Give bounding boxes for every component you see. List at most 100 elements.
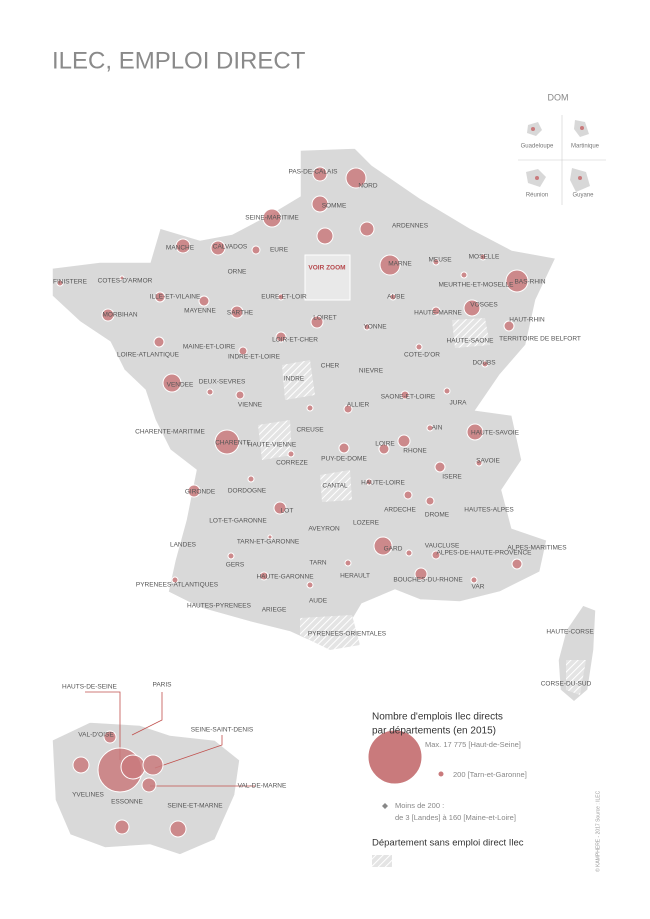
france bbox=[51, 147, 597, 703]
department-label: HAUTE-SAVOIE bbox=[471, 430, 520, 437]
department-label: TARN bbox=[309, 560, 327, 567]
bubble bbox=[363, 323, 371, 331]
bubble bbox=[162, 373, 182, 393]
department-label: COTE-D'OR bbox=[404, 352, 440, 359]
department-label: SOMME bbox=[322, 203, 347, 210]
department-label: MAYENNE bbox=[184, 308, 216, 315]
dom-title: DOM bbox=[548, 92, 569, 102]
bubble bbox=[310, 315, 324, 329]
dom-label: Guadeloupe bbox=[521, 144, 554, 150]
legend bbox=[367, 729, 445, 867]
idf-label: VAL-DE-MARNE bbox=[238, 783, 287, 790]
bubble bbox=[414, 567, 428, 581]
bubble bbox=[206, 388, 214, 396]
department-label: COTES-D'ARMOR bbox=[98, 278, 153, 285]
idf-label: SEINE-SAINT-DENIS bbox=[191, 727, 254, 734]
bubble bbox=[405, 549, 413, 557]
bubble bbox=[432, 258, 440, 266]
department-label: AUBE bbox=[387, 294, 405, 301]
department-label: SAONE-ET-LOIRE bbox=[381, 394, 436, 401]
legend-title: Nombre d'emplois Ilec directs bbox=[372, 712, 503, 723]
bubble bbox=[338, 442, 350, 454]
department-label: HAUTE-GARONNE bbox=[256, 574, 314, 581]
bubble bbox=[142, 754, 164, 776]
bubble bbox=[214, 429, 240, 455]
idf-label: YVELINES bbox=[72, 792, 104, 799]
bubble bbox=[267, 534, 273, 540]
credit: © KAMPHERE - 2017 Source : ILEC bbox=[594, 790, 601, 872]
department-label: HERAULT bbox=[340, 573, 370, 580]
bubble bbox=[306, 404, 314, 412]
department-label: AIN bbox=[432, 425, 443, 432]
idf-label: HAUTS-DE-SEINE bbox=[62, 684, 118, 691]
bubble bbox=[403, 490, 413, 500]
department-label: MAINE-ET-LOIRE bbox=[183, 344, 236, 351]
bubble bbox=[505, 269, 529, 293]
department-label: HAUTES-PYRENEES bbox=[187, 603, 252, 610]
bubble bbox=[114, 819, 130, 835]
bubble bbox=[262, 208, 282, 228]
department-label: LOIRET bbox=[313, 315, 337, 322]
department-label: LOIR-ET-CHER bbox=[272, 337, 318, 344]
legend-min: de 3 [Landes] à 160 [Maine-et-Loire] bbox=[395, 813, 516, 822]
dom-insets bbox=[518, 115, 606, 205]
department-label: SAVOIE bbox=[476, 458, 500, 465]
department-label: HAUTE-VIENNE bbox=[248, 442, 297, 449]
bubble bbox=[470, 576, 478, 584]
department-label: HAUTE-MARNE bbox=[414, 310, 462, 317]
department-label: MARNE bbox=[388, 261, 412, 268]
bubble bbox=[415, 343, 423, 351]
department-label: AUDE bbox=[309, 598, 328, 605]
department-label: ISERE bbox=[442, 474, 462, 481]
department-label: EURE bbox=[270, 247, 289, 254]
dom-label: Martinique bbox=[571, 144, 600, 150]
bubble bbox=[273, 501, 287, 515]
department-label: PYRENEES-ATLANTIQUES bbox=[136, 582, 219, 589]
bubble bbox=[275, 331, 287, 343]
department-label: LANDES bbox=[170, 542, 197, 549]
bubble bbox=[365, 478, 373, 486]
bubble bbox=[103, 730, 117, 744]
department-label: HAUTE-CORSE bbox=[546, 629, 594, 636]
zoom-label[interactable]: VOIR ZOOM bbox=[308, 265, 345, 272]
bubble bbox=[277, 293, 285, 301]
department-label: MEUSE bbox=[428, 257, 452, 264]
department-label: FINISTERE bbox=[53, 279, 88, 286]
dom-label: Guyane bbox=[572, 193, 594, 199]
department-label: HAUTE-LOIRE bbox=[361, 480, 405, 487]
department-label: PAS-DE-CALAIS bbox=[288, 169, 338, 176]
department-label: HAUT-RHIN bbox=[509, 317, 545, 324]
department-label: MEURTHE-ET-MOSELLE bbox=[438, 282, 514, 289]
bubble bbox=[153, 336, 165, 348]
department-label: GERS bbox=[226, 562, 245, 569]
department-label: VAR bbox=[472, 584, 485, 591]
department-label: MANCHE bbox=[166, 245, 195, 252]
bubble bbox=[287, 450, 295, 458]
bubble bbox=[312, 166, 328, 182]
bubble bbox=[434, 461, 446, 473]
department-label: PUY-DE-DOME bbox=[321, 456, 367, 463]
bubble bbox=[72, 756, 90, 774]
bubble bbox=[466, 423, 484, 441]
dom-label: Réunion bbox=[526, 193, 548, 199]
idf-label: VAL-D'OISE bbox=[78, 732, 114, 739]
bubble bbox=[238, 346, 248, 356]
bubble bbox=[425, 496, 435, 506]
bubble bbox=[171, 576, 179, 584]
department-label: GARD bbox=[384, 546, 403, 553]
bubble bbox=[141, 777, 157, 793]
department-label: TERRITOIRE DE BELFORT bbox=[499, 336, 581, 343]
department-label: DROME bbox=[425, 512, 450, 519]
legend-title: par départements (en 2015) bbox=[372, 726, 496, 737]
department-label: INDRE bbox=[284, 376, 305, 383]
title: ILEC, EMPLOI DIRECT bbox=[52, 47, 306, 74]
bubble bbox=[259, 571, 269, 581]
bubble bbox=[210, 240, 226, 256]
department-label: YONNE bbox=[363, 324, 387, 331]
bubble bbox=[431, 306, 441, 316]
legend-max: Max. 17 775 [Haut-de-Seine] bbox=[425, 740, 521, 749]
department-label: MOSELLE bbox=[469, 254, 500, 261]
department-label: MORBIHAN bbox=[102, 312, 137, 319]
department-label: CORSE-DU-SUD bbox=[541, 681, 592, 688]
